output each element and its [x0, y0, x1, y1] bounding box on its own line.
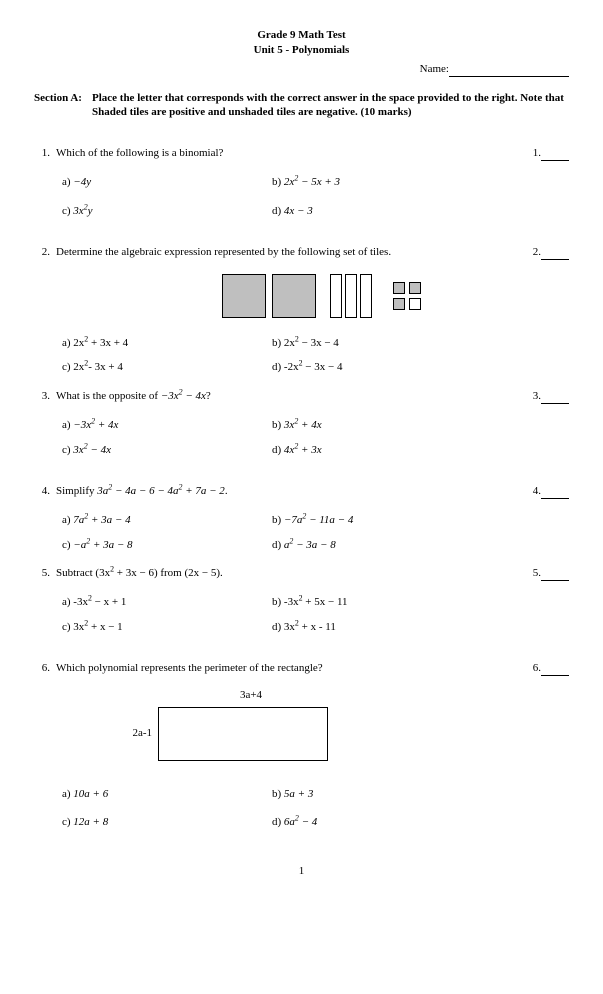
tile-x-unshaded [345, 274, 357, 318]
q3-number: 3. [34, 389, 56, 404]
q6-option-b: b) 5a + 3 [272, 787, 482, 802]
q3-option-b: b) 3x2 + 4x [272, 418, 482, 433]
q6-option-c: c) 12a + 8 [62, 815, 272, 830]
q6-number: 6. [34, 661, 56, 676]
page-number: 1 [34, 864, 569, 879]
q1-option-d: d) 4x − 3 [272, 204, 482, 219]
q1-number: 1. [34, 146, 56, 161]
rect-top-label: 3a+4 [124, 688, 334, 703]
q2-number: 2. [34, 245, 56, 260]
section-instructions: Place the letter that corresponds with t… [92, 91, 569, 121]
q4-option-c: c) −a2 + 3a − 8 [62, 538, 272, 553]
question-2: 2. Determine the algebraic expression re… [34, 245, 569, 376]
tile-unit-shaded [393, 282, 405, 294]
q6-option-a: a) 10a + 6 [62, 787, 272, 802]
q3-text: What is the opposite of −3x2 − 4x? [56, 389, 519, 404]
question-3: 3. What is the opposite of −3x2 − 4x? 3.… [34, 389, 569, 458]
q2-option-c: c) 2x2- 3x + 4 [62, 360, 272, 375]
q2-answer-slot[interactable]: 2. [519, 245, 569, 260]
q4-answer-slot[interactable]: 4. [519, 484, 569, 499]
name-field-row: Name: [34, 62, 569, 77]
q5-option-b: b) -3x2 + 5x − 11 [272, 595, 482, 610]
q4-number: 4. [34, 484, 56, 499]
q2-option-a: a) 2x2 + 3x + 4 [62, 336, 272, 351]
q3-option-c: c) 3x2 − 4x [62, 443, 272, 458]
q5-number: 5. [34, 566, 56, 581]
q6-text: Which polynomial represents the perimete… [56, 661, 519, 676]
q5-text: Subtract (3x2 + 3x − 6) from (2x − 5). [56, 566, 519, 581]
q1-answer-slot[interactable]: 1. [519, 146, 569, 161]
q3-answer-slot[interactable]: 3. [519, 389, 569, 404]
q5-option-c: c) 3x2 + x − 1 [62, 620, 272, 635]
q6-rectangle-diagram: 3a+4 2a-1 [124, 688, 334, 761]
q2-option-d: d) -2x2 − 3x − 4 [272, 360, 482, 375]
q2-text: Determine the algebraic expression repre… [56, 245, 519, 260]
section-label: Section A: [34, 91, 92, 121]
q6-answer-slot[interactable]: 6. [519, 661, 569, 676]
rect-side-label: 2a-1 [124, 726, 158, 741]
q4-option-b: b) −7a2 − 11a − 4 [272, 513, 482, 528]
question-5: 5. Subtract (3x2 + 3x − 6) from (2x − 5)… [34, 566, 569, 635]
rect-box [158, 707, 328, 761]
doc-title-line2: Unit 5 - Polynomials [34, 43, 569, 58]
q1-option-c: c) 3x2y [62, 204, 272, 219]
doc-title-line1: Grade 9 Math Test [34, 28, 569, 43]
q1-option-b: b) 2x2 − 5x + 3 [272, 175, 482, 190]
q4-option-d: d) a2 − 3a − 8 [272, 538, 482, 553]
q1-text: Which of the following is a binomial? [56, 146, 519, 161]
q1-option-a: a) −4y [62, 175, 272, 190]
name-label: Name: [420, 63, 449, 75]
q4-text: Simplify 3a2 − 4a − 6 − 4a2 + 7a − 2. [56, 484, 519, 499]
q5-option-d: d) 3x2 + x - 11 [272, 620, 482, 635]
tile-x2-shaded [272, 274, 316, 318]
tile-unit-grid [393, 282, 421, 310]
tile-unit-shaded [393, 298, 405, 310]
q5-option-a: a) -3x2 − x + 1 [62, 595, 272, 610]
q2-tiles-diagram [74, 274, 569, 318]
tile-x-unshaded [330, 274, 342, 318]
question-4: 4. Simplify 3a2 − 4a − 6 − 4a2 + 7a − 2.… [34, 484, 569, 553]
question-6: 6. Which polynomial represents the perim… [34, 661, 569, 830]
q2-option-b: b) 2x2 − 3x − 4 [272, 336, 482, 351]
tile-x-unshaded [360, 274, 372, 318]
tile-unit-shaded [409, 282, 421, 294]
q5-answer-slot[interactable]: 5. [519, 566, 569, 581]
question-1: 1. Which of the following is a binomial?… [34, 146, 569, 219]
q3-option-d: d) 4x2 + 3x [272, 443, 482, 458]
section-a: Section A: Place the letter that corresp… [34, 91, 569, 121]
tile-x2-shaded [222, 274, 266, 318]
q3-option-a: a) −3x2 + 4x [62, 418, 272, 433]
name-blank[interactable] [449, 76, 569, 77]
q4-option-a: a) 7a2 + 3a − 4 [62, 513, 272, 528]
tile-unit-unshaded [409, 298, 421, 310]
q6-option-d: d) 6a2 − 4 [272, 815, 482, 830]
